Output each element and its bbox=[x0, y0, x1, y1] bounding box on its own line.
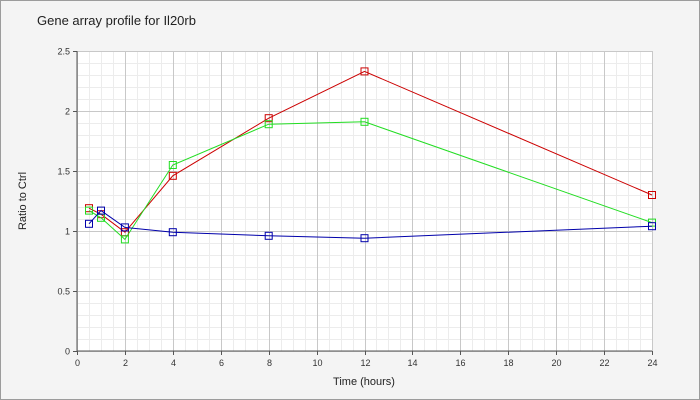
series-line bbox=[88, 209, 653, 239]
series-layer bbox=[85, 67, 656, 244]
x-tick-label: 24 bbox=[647, 358, 657, 368]
x-tick-label: 4 bbox=[171, 358, 176, 368]
series-2 bbox=[85, 117, 656, 244]
y-tick-label: 2.5 bbox=[57, 47, 70, 57]
data-point-marker bbox=[168, 171, 177, 180]
series-line bbox=[88, 121, 653, 241]
data-point-marker bbox=[360, 117, 369, 126]
plot-area bbox=[77, 51, 652, 351]
data-point-marker bbox=[120, 223, 129, 232]
data-point-marker bbox=[120, 235, 129, 244]
series-3 bbox=[85, 206, 656, 243]
y-tick-label: 0.5 bbox=[57, 287, 70, 297]
x-tick-label: 2 bbox=[123, 358, 128, 368]
x-tick-label: 14 bbox=[407, 358, 417, 368]
y-tick-label: 1 bbox=[65, 227, 70, 237]
y-tick-label: 0 bbox=[65, 347, 70, 357]
data-point-marker bbox=[264, 120, 273, 129]
y-axis-label: Ratio to Ctrl bbox=[17, 172, 29, 230]
chart-title: Gene array profile for Il20rb bbox=[37, 13, 196, 28]
data-point-marker bbox=[85, 219, 93, 228]
x-tick-label: 10 bbox=[312, 358, 322, 368]
x-axis-label: Time (hours) bbox=[333, 376, 395, 388]
x-tick-label: 22 bbox=[599, 358, 609, 368]
data-point-marker bbox=[360, 234, 369, 243]
data-point-marker bbox=[264, 231, 273, 240]
y-tick-label: 2 bbox=[65, 107, 70, 117]
x-tick-label: 20 bbox=[551, 358, 561, 368]
data-point-marker bbox=[264, 114, 273, 123]
x-axis-ticks: 0 2 4 6 8 10 12 14 16 18 20 22 24 bbox=[75, 351, 658, 368]
x-tick-label: 16 bbox=[455, 358, 465, 368]
x-tick-label: 18 bbox=[503, 358, 513, 368]
data-point-marker bbox=[97, 206, 105, 215]
x-tick-label: 8 bbox=[267, 358, 272, 368]
data-point-marker bbox=[168, 161, 177, 169]
x-tick-label: 6 bbox=[219, 358, 224, 368]
x-tick-label: 12 bbox=[360, 358, 370, 368]
x-tick-label: 0 bbox=[75, 358, 80, 368]
data-point-marker bbox=[648, 191, 656, 199]
y-axis-ticks: 0 0.5 1 1.5 2 2.5 bbox=[57, 47, 77, 357]
data-point-marker bbox=[168, 228, 177, 237]
data-point-marker bbox=[648, 222, 656, 231]
y-tick-label: 1.5 bbox=[57, 167, 70, 177]
data-point-marker bbox=[85, 206, 93, 215]
data-point-marker bbox=[360, 67, 369, 76]
